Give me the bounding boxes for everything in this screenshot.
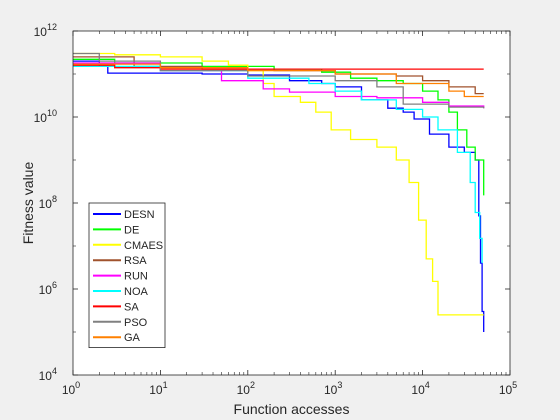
legend: DESN DE CMAES RSA RUN NOA SA PSO GA xyxy=(88,202,166,349)
x-tick-label: 105 xyxy=(499,380,517,397)
legend-label-rsa: RSA xyxy=(124,255,147,267)
y-tick-label: 1010 xyxy=(34,108,57,125)
series-line-desn xyxy=(73,60,485,332)
y-tick-label: 1012 xyxy=(34,22,57,39)
legend-label-pso: PSO xyxy=(124,317,148,329)
x-tick-label: 100 xyxy=(62,380,80,397)
x-tick-label: 102 xyxy=(237,380,255,397)
legend-label-cmaes: CMAES xyxy=(124,240,163,252)
legend-label-sa: SA xyxy=(124,301,139,313)
x-axis-label: Function accesses xyxy=(234,401,350,417)
series-line-noa xyxy=(73,65,483,264)
legend-label-de: DE xyxy=(124,224,139,236)
x-tick-label: 104 xyxy=(411,380,429,397)
legend-label-ga: GA xyxy=(124,332,141,344)
series-line-cmaes xyxy=(73,52,484,316)
y-tick-label: 104 xyxy=(39,366,57,383)
series-line-ga xyxy=(73,63,484,98)
legend-label-desn: DESN xyxy=(124,209,155,221)
y-tick-label: 106 xyxy=(39,280,57,297)
x-tick-label: 101 xyxy=(149,380,167,397)
axes: 100 101 102 103 104 105 104 106 108 1010 1012 xyxy=(34,22,518,397)
y-tick-label: 108 xyxy=(39,194,57,211)
series-line-sa xyxy=(73,64,484,70)
series-line-pso xyxy=(73,52,485,109)
y-axis-label: Fitness value xyxy=(20,162,36,245)
legend-label-noa: NOA xyxy=(124,286,149,298)
legend-label-run: RUN xyxy=(124,271,148,283)
x-tick-label: 103 xyxy=(324,380,342,397)
series-lines xyxy=(73,52,485,332)
